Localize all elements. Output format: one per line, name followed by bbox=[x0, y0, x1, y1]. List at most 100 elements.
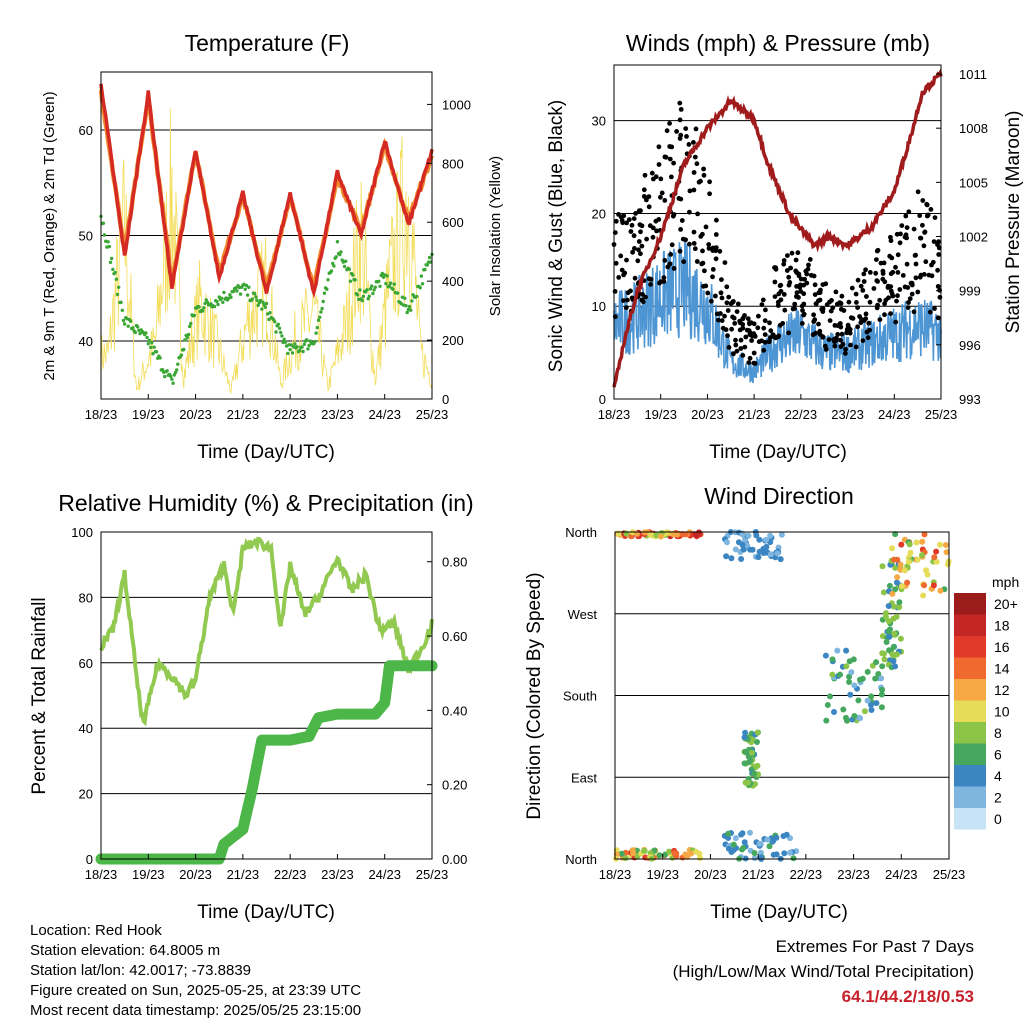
gust-point bbox=[662, 198, 668, 203]
direction-point bbox=[920, 592, 927, 599]
gust-point bbox=[804, 280, 810, 286]
gust-point bbox=[936, 252, 942, 257]
direction-point bbox=[749, 546, 756, 553]
direction-point bbox=[921, 531, 928, 538]
direction-point bbox=[777, 556, 784, 563]
gust-point bbox=[732, 321, 738, 326]
gust-point bbox=[921, 272, 927, 277]
direction-point bbox=[886, 582, 893, 589]
gust-point bbox=[805, 266, 811, 272]
gust-point bbox=[855, 324, 860, 330]
gust-point bbox=[867, 299, 873, 305]
humidity-x-tick-label: 25/23 bbox=[416, 867, 449, 882]
dewpoint-point bbox=[219, 296, 224, 300]
colorbar-swatch bbox=[954, 700, 986, 722]
gust-point bbox=[678, 227, 683, 232]
colorbar-swatch bbox=[954, 765, 986, 787]
gust-point bbox=[677, 117, 683, 123]
gust-point bbox=[639, 223, 645, 229]
gust-point bbox=[686, 142, 692, 147]
gust-point bbox=[855, 305, 860, 310]
gust-point bbox=[654, 228, 659, 234]
gust-point bbox=[905, 305, 911, 310]
direction-point bbox=[890, 615, 897, 622]
gust-point bbox=[888, 311, 893, 316]
gust-point bbox=[839, 293, 845, 299]
temperature-title: Temperature (F) bbox=[185, 30, 350, 56]
station-latlon: Station lat/lon: 42.0017; -73.8839 bbox=[30, 962, 252, 979]
gust-point bbox=[929, 262, 934, 268]
direction-point bbox=[688, 850, 694, 857]
gust-point bbox=[624, 220, 629, 226]
direction-point bbox=[878, 691, 885, 698]
pressure-y2-tick-label: 1008 bbox=[959, 121, 988, 136]
gust-point bbox=[752, 333, 758, 339]
gust-point bbox=[812, 292, 818, 297]
humidity-y-tick-label: 20 bbox=[79, 787, 93, 802]
gust-point bbox=[703, 224, 709, 230]
gust-point bbox=[863, 267, 868, 273]
gust-point bbox=[743, 334, 749, 340]
gust-point bbox=[905, 285, 911, 290]
gust-point bbox=[766, 339, 772, 345]
dewpoint-point bbox=[146, 342, 150, 346]
gust-point bbox=[630, 249, 635, 255]
gust-point bbox=[729, 326, 734, 332]
gust-point bbox=[903, 213, 909, 219]
direction-point bbox=[843, 647, 850, 654]
gust-point bbox=[747, 355, 753, 361]
gust-point bbox=[883, 297, 889, 303]
gust-point bbox=[777, 283, 783, 289]
dewpoint-point bbox=[107, 244, 112, 249]
gust-point bbox=[877, 297, 883, 303]
gust-point bbox=[719, 277, 724, 282]
gust-point bbox=[665, 264, 671, 270]
temperature-2m-line bbox=[99, 83, 434, 299]
winds-x-tick-label: 23/23 bbox=[831, 407, 864, 422]
direction-point bbox=[930, 582, 937, 589]
direction-point bbox=[770, 837, 777, 844]
gust-point bbox=[898, 231, 903, 237]
dewpoint-point bbox=[355, 293, 360, 297]
gust-point bbox=[796, 295, 801, 300]
dewpoint-point bbox=[243, 287, 247, 291]
gust-point bbox=[895, 293, 900, 299]
gust-point bbox=[722, 260, 728, 265]
dewpoint-point bbox=[175, 368, 179, 372]
most-recent-timestamp: Most recent data timestamp: 2025/05/25 2… bbox=[30, 1002, 362, 1019]
dewpoint-point bbox=[367, 294, 371, 298]
winds-x-tick-label: 20/23 bbox=[691, 407, 724, 422]
dewpoint-point bbox=[274, 330, 278, 334]
dewpoint-point bbox=[419, 274, 424, 278]
gust-point bbox=[844, 330, 850, 336]
gust-point bbox=[863, 311, 869, 317]
direction-point bbox=[921, 582, 928, 589]
humidity-y-tick-label: 60 bbox=[79, 656, 93, 671]
direction-point bbox=[663, 529, 670, 536]
gust-point bbox=[932, 215, 938, 221]
gust-point bbox=[726, 345, 732, 350]
gust-point bbox=[880, 268, 886, 274]
dewpoint-point bbox=[106, 240, 110, 244]
temperature-y-tick-label: 50 bbox=[79, 229, 93, 244]
gust-point bbox=[724, 300, 730, 306]
gust-point bbox=[674, 129, 679, 134]
gust-point bbox=[681, 259, 687, 265]
gust-point bbox=[777, 322, 783, 328]
gust-point bbox=[850, 316, 856, 321]
direction-point bbox=[738, 556, 745, 562]
gust-point bbox=[786, 330, 791, 336]
dewpoint-point bbox=[117, 285, 121, 289]
winds-x-tick-label: 19/23 bbox=[644, 407, 677, 422]
direction-point bbox=[756, 536, 763, 543]
dewpoint-point bbox=[373, 285, 377, 289]
gust-point bbox=[678, 107, 684, 112]
direction-point bbox=[783, 831, 790, 838]
direction-panel: Wind Direction NorthEastSouthWestNorth18… bbox=[524, 483, 1019, 923]
gust-point bbox=[885, 283, 891, 289]
gust-point bbox=[725, 308, 731, 313]
gust-point bbox=[903, 232, 909, 238]
gust-point bbox=[890, 269, 896, 275]
gust-point bbox=[927, 309, 933, 315]
gust-point bbox=[820, 306, 826, 312]
